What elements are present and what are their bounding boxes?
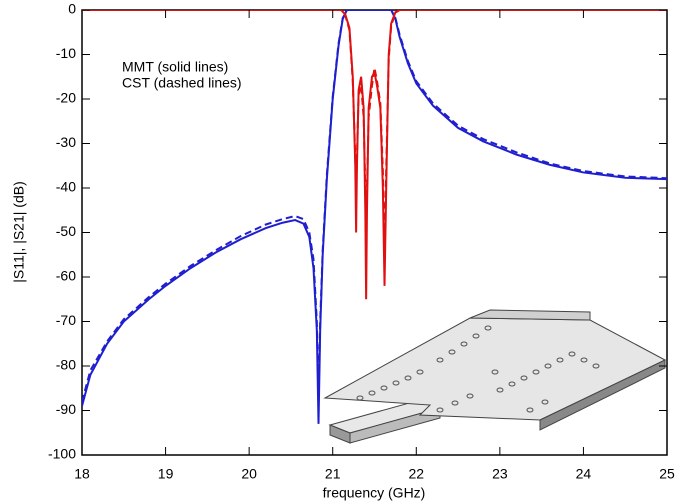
y-tick-label: 0: [68, 1, 76, 17]
line-series: [82, 10, 667, 300]
annotation: MMT (solid lines): [122, 59, 228, 75]
x-tick-label: 22: [408, 466, 424, 482]
x-tick-label: 20: [241, 466, 257, 482]
y-tick-label: -50: [56, 223, 76, 239]
x-tick-label: 23: [492, 466, 508, 482]
x-tick-label: 24: [576, 466, 592, 482]
y-tick-label: -90: [56, 401, 76, 417]
y-tick-label: -70: [56, 312, 76, 328]
y-tick-label: -30: [56, 134, 76, 150]
y-tick-label: -20: [56, 90, 76, 106]
line-series: [82, 10, 667, 255]
y-axis-label: |S11|, |S21| (dB): [11, 181, 27, 282]
lines: [82, 10, 667, 424]
y-tick-label: -100: [48, 446, 76, 462]
y-tick-label: -80: [56, 357, 76, 373]
y-tick-label: -10: [56, 45, 76, 61]
line-series: [82, 10, 667, 402]
x-tick-label: 18: [74, 466, 90, 482]
line-series: [82, 10, 667, 424]
x-tick-label: 21: [325, 466, 341, 482]
device-inset: [323, 309, 667, 444]
y-tick-label: -40: [56, 179, 76, 195]
x-tick-label: 19: [158, 466, 174, 482]
y-tick-label: -60: [56, 268, 76, 284]
x-tick-label: 25: [659, 466, 675, 482]
x-axis-label: frequency (GHz): [323, 485, 426, 501]
annotation: CST (dashed lines): [122, 75, 242, 91]
